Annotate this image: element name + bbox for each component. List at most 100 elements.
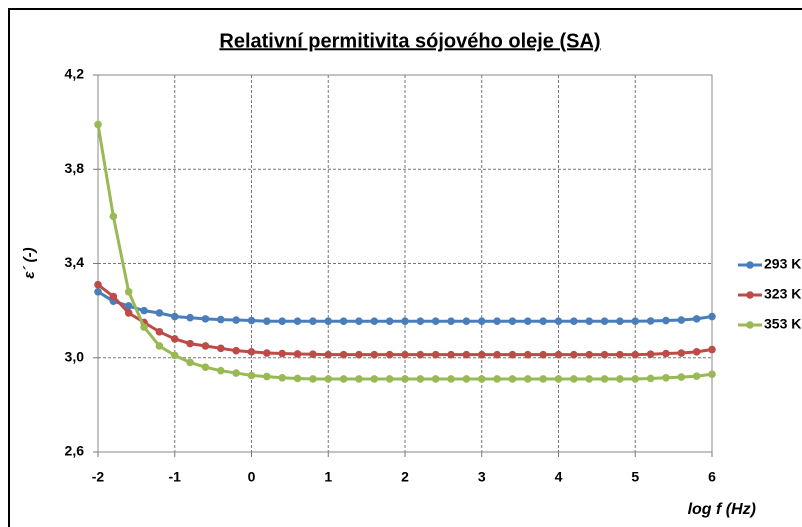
- data-point: [401, 375, 409, 383]
- data-point: [324, 317, 333, 326]
- data-point: [385, 350, 394, 359]
- data-point: [570, 317, 578, 326]
- data-point: [401, 317, 409, 326]
- data-point: [385, 317, 394, 326]
- data-point: [631, 350, 640, 359]
- data-point: [416, 317, 425, 326]
- data-point: [585, 375, 593, 383]
- data-point: [677, 373, 686, 381]
- data-point: [677, 349, 686, 357]
- x-tick-label: 3: [478, 469, 486, 485]
- data-point: [370, 375, 379, 383]
- data-point: [293, 350, 302, 358]
- data-point: [170, 335, 179, 343]
- data-point: [600, 317, 609, 326]
- data-point: [339, 317, 348, 326]
- data-point: [401, 350, 409, 359]
- data-point: [232, 316, 240, 324]
- data-point: [232, 369, 240, 377]
- data-point: [477, 350, 486, 359]
- data-point: [309, 350, 317, 359]
- data-point: [447, 350, 455, 359]
- y-tick-label: 3,4: [65, 254, 85, 270]
- data-point: [293, 317, 302, 326]
- data-point: [616, 317, 624, 326]
- data-point: [677, 316, 686, 324]
- data-point: [201, 363, 210, 371]
- data-point: [631, 375, 640, 383]
- data-point: [170, 312, 179, 321]
- data-point: [539, 350, 547, 359]
- data-point: [662, 316, 670, 325]
- data-point: [692, 372, 701, 380]
- data-point: [692, 315, 701, 323]
- data-point: [493, 317, 501, 326]
- data-point: [462, 350, 471, 359]
- data-point: [217, 366, 225, 375]
- data-point: [217, 344, 225, 353]
- data-point: [508, 375, 517, 383]
- data-point: [570, 375, 578, 383]
- legend-marker: [746, 321, 754, 329]
- data-point: [278, 373, 287, 382]
- y-tick-label: 2,6: [65, 443, 85, 459]
- data-point: [431, 375, 440, 383]
- chart-title: Relativní permitivita sójového oleje (SA…: [219, 30, 600, 52]
- data-point: [186, 339, 194, 348]
- data-point: [554, 317, 563, 326]
- data-point: [646, 374, 655, 383]
- data-point: [217, 315, 225, 324]
- data-point: [124, 309, 133, 317]
- data-point: [124, 287, 133, 296]
- legend-label: 353 K: [764, 316, 801, 332]
- data-point: [247, 316, 256, 325]
- data-point: [94, 280, 102, 289]
- data-point: [170, 351, 179, 360]
- y-tick-label: 4,2: [65, 66, 85, 82]
- data-point: [631, 317, 640, 326]
- data-point: [186, 358, 194, 367]
- data-point: [124, 302, 133, 310]
- data-point: [416, 375, 425, 383]
- x-tick-label: 4: [555, 469, 563, 485]
- data-point: [201, 315, 210, 323]
- data-point: [324, 375, 333, 383]
- data-point: [477, 317, 486, 326]
- data-point: [708, 370, 716, 379]
- data-point: [600, 350, 609, 359]
- y-tick-label: 3,8: [65, 160, 85, 176]
- data-point: [155, 309, 164, 317]
- data-point: [94, 120, 102, 129]
- data-point: [585, 317, 593, 326]
- data-point: [585, 350, 593, 359]
- x-tick-label: 6: [708, 469, 716, 485]
- data-point: [109, 292, 118, 301]
- data-point: [662, 349, 670, 358]
- x-tick-label: -2: [92, 469, 105, 485]
- y-axis-label: ε´ (-): [21, 247, 38, 278]
- data-point: [431, 350, 440, 359]
- data-point: [155, 328, 164, 336]
- data-point: [447, 375, 455, 383]
- data-point: [293, 374, 302, 383]
- data-point: [524, 317, 532, 326]
- data-point: [109, 212, 118, 221]
- data-point: [155, 342, 164, 350]
- data-point: [600, 375, 609, 383]
- data-point: [339, 375, 348, 383]
- data-point: [247, 348, 256, 356]
- data-point: [646, 350, 655, 359]
- data-point: [477, 375, 486, 383]
- data-point: [493, 375, 501, 383]
- data-point: [416, 350, 425, 359]
- data-point: [324, 350, 333, 359]
- data-point: [524, 375, 532, 383]
- legend-marker: [746, 291, 754, 299]
- y-tick-label: 3,0: [65, 348, 85, 364]
- x-tick-label: 5: [631, 469, 639, 485]
- data-point: [447, 317, 455, 326]
- data-point: [616, 375, 624, 383]
- legend-marker: [746, 261, 754, 269]
- x-axis-label: log f (Hz): [688, 501, 756, 518]
